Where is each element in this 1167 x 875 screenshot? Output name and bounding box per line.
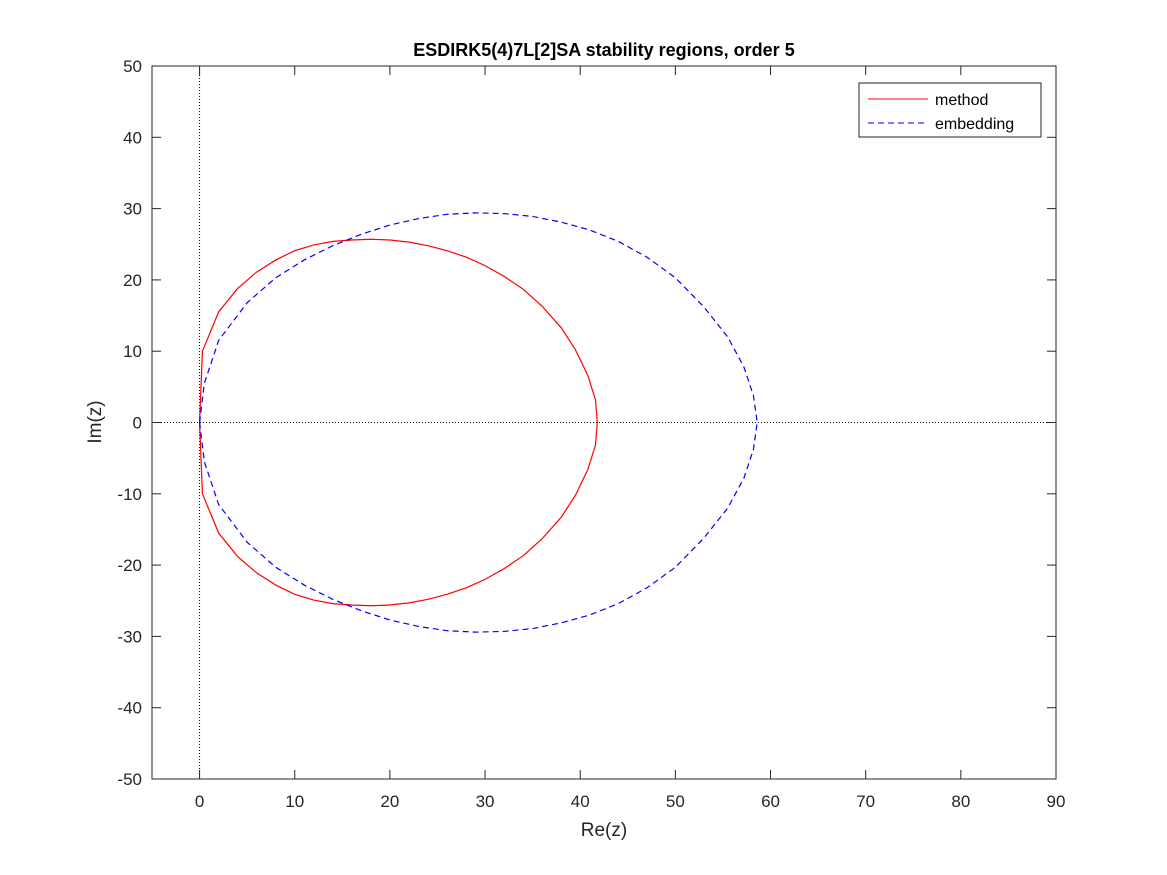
y-tick-label: -20 [117,556,142,575]
x-tick-label: 40 [571,792,590,811]
legend-box [858,82,1042,138]
y-tick-label: 0 [133,414,142,433]
x-tick-label: 20 [380,792,399,811]
y-tick-label: -30 [117,627,142,646]
x-tick-label: 10 [285,792,304,811]
x-tick-label: 70 [856,792,875,811]
x-tick-label: 80 [951,792,970,811]
y-tick-label: -50 [117,770,142,789]
y-tick-label: 10 [123,342,142,361]
chart-title: ESDIRK5(4)7L[2]SA stability regions, ord… [413,40,794,60]
x-tick-label: 30 [476,792,495,811]
ticks-layer: 0 10 20 30 40 50 60 70 80 90 -50 -40 -30 -20 -10 0 10 20 3… [117,57,1065,811]
axes-box [151,65,1057,780]
x-tick-label: 0 [195,792,204,811]
y-tick-label: -40 [117,699,142,718]
x-tick-label: 50 [666,792,685,811]
y-tick-label: -10 [117,485,142,504]
y-tick-label: 50 [123,57,142,76]
legend-label-method: method [935,92,988,109]
y-tick-label: 40 [123,128,142,147]
x-axis-label: Re(z) [581,820,627,841]
reference-lines [152,66,1056,779]
series-layer [198,212,758,633]
y-tick-label: 20 [123,271,142,290]
legend: method embedding [858,82,1042,138]
legend-label-embedding: embedding [935,116,1014,133]
y-tick-label: 30 [123,200,142,219]
x-tick-label: 90 [1047,792,1066,811]
series-line-method [198,238,598,607]
x-tick-label: 60 [761,792,780,811]
y-axis-label: Im(z) [85,400,106,443]
